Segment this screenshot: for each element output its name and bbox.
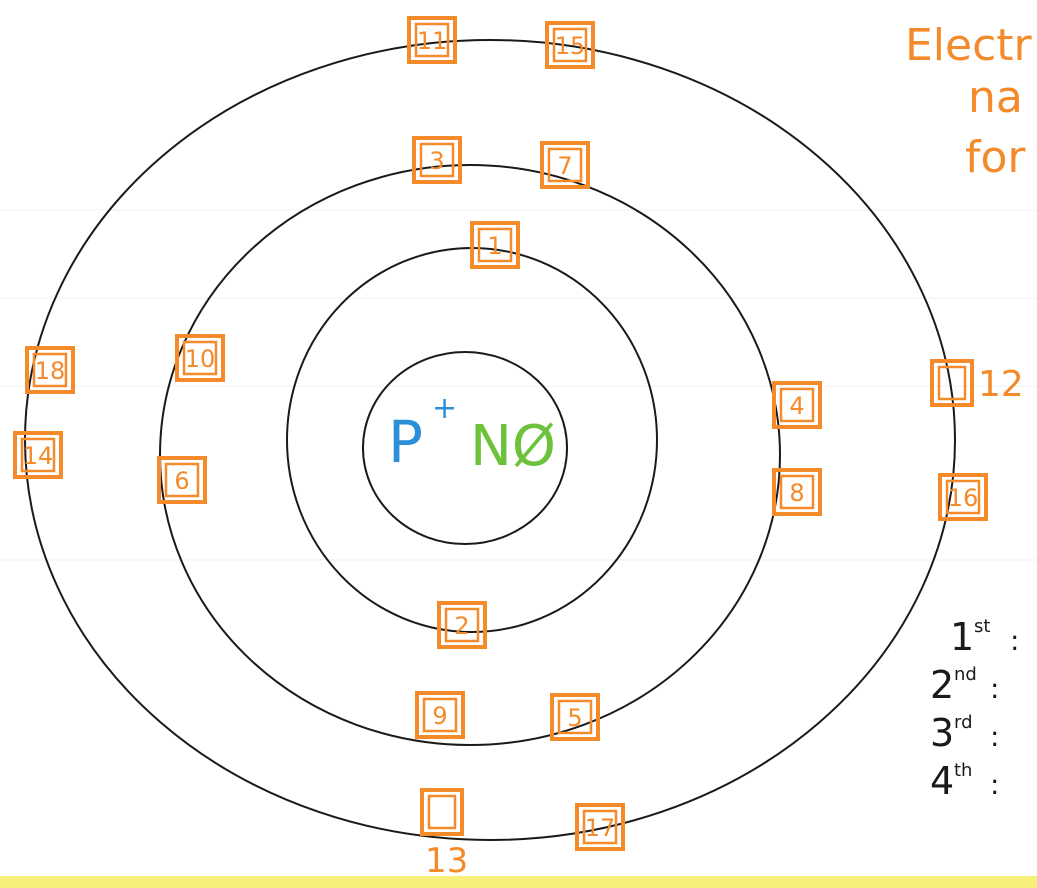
box-number: 17 xyxy=(585,814,616,842)
proton: P xyxy=(388,408,423,476)
neutron: NØ xyxy=(470,414,556,479)
legend-colon: : xyxy=(990,672,999,705)
legend-ordinal: 3 xyxy=(930,711,954,755)
box-outer xyxy=(420,788,464,836)
box-outer xyxy=(415,691,465,739)
box-number: 6 xyxy=(174,467,189,495)
box-outer xyxy=(175,334,225,382)
box-outer xyxy=(470,221,520,269)
box-outer xyxy=(930,359,974,407)
box-number: 3 xyxy=(429,147,444,175)
legend-colon: : xyxy=(990,768,999,801)
box-outer xyxy=(938,473,988,521)
labels: Electr na for P + NØ 12 13 xyxy=(388,20,1033,881)
box-inner xyxy=(444,607,480,643)
legend-colon: : xyxy=(1010,624,1019,657)
legend-ordinal: 4 xyxy=(930,759,954,803)
title-line: na xyxy=(968,72,1023,123)
box-number: 9 xyxy=(432,702,447,730)
legend-suffix: st xyxy=(974,616,990,637)
box-inner xyxy=(422,697,458,733)
box-number: 4 xyxy=(789,392,804,420)
box-inner xyxy=(32,352,68,388)
box-inner xyxy=(945,479,981,515)
box-number: 5 xyxy=(567,704,582,732)
paper-edge xyxy=(0,876,1037,888)
box-outer xyxy=(772,468,822,516)
box-inner xyxy=(779,474,815,510)
box-outer xyxy=(575,803,625,851)
box-inner xyxy=(20,437,56,473)
box-number: 18 xyxy=(35,357,66,385)
box-inner xyxy=(552,27,588,63)
legend-ordinal: 1 xyxy=(950,615,974,659)
box-number: 2 xyxy=(454,612,469,640)
box-outer xyxy=(407,16,457,64)
box-outer xyxy=(25,346,75,394)
title-line: for xyxy=(965,132,1026,183)
outside-label: 12 xyxy=(978,364,1024,405)
box-outer xyxy=(772,381,822,429)
box-number: 15 xyxy=(555,32,586,60)
box-inner xyxy=(414,22,450,58)
box-number: 7 xyxy=(557,152,572,180)
paper-lines xyxy=(0,209,1037,561)
box-number: 1 xyxy=(487,232,502,260)
box-number: 16 xyxy=(948,484,979,512)
box-number: 8 xyxy=(789,479,804,507)
legend-suffix: rd xyxy=(954,712,973,733)
box-outer xyxy=(13,431,63,479)
legend-colon: : xyxy=(990,720,999,753)
box-outer xyxy=(412,136,462,184)
box-inner xyxy=(779,387,815,423)
nucleus-ring xyxy=(362,351,568,545)
box-outer xyxy=(550,693,600,741)
box-number: 11 xyxy=(417,27,448,55)
legend-ordinal: 2 xyxy=(930,663,954,707)
outside-label: 13 xyxy=(425,841,468,881)
box-inner xyxy=(557,699,593,735)
box-inner xyxy=(419,142,455,178)
box-inner xyxy=(937,365,967,401)
box-outer xyxy=(545,21,595,69)
box-inner xyxy=(164,462,200,498)
box-inner xyxy=(477,227,513,263)
box-number: 14 xyxy=(23,442,54,470)
title-line: Electr xyxy=(905,20,1033,71)
box-outer xyxy=(157,456,207,504)
box-inner xyxy=(547,147,583,183)
box-number: 10 xyxy=(185,345,216,373)
orbit-2 xyxy=(159,164,781,746)
box-outer xyxy=(540,141,590,189)
box-inner xyxy=(182,340,218,376)
box-inner xyxy=(427,794,457,830)
box-outer xyxy=(437,601,487,649)
legend-suffix: th xyxy=(954,760,972,781)
proton-sign: + xyxy=(432,391,457,426)
box-inner xyxy=(582,809,618,845)
legend-suffix: nd xyxy=(954,664,977,685)
